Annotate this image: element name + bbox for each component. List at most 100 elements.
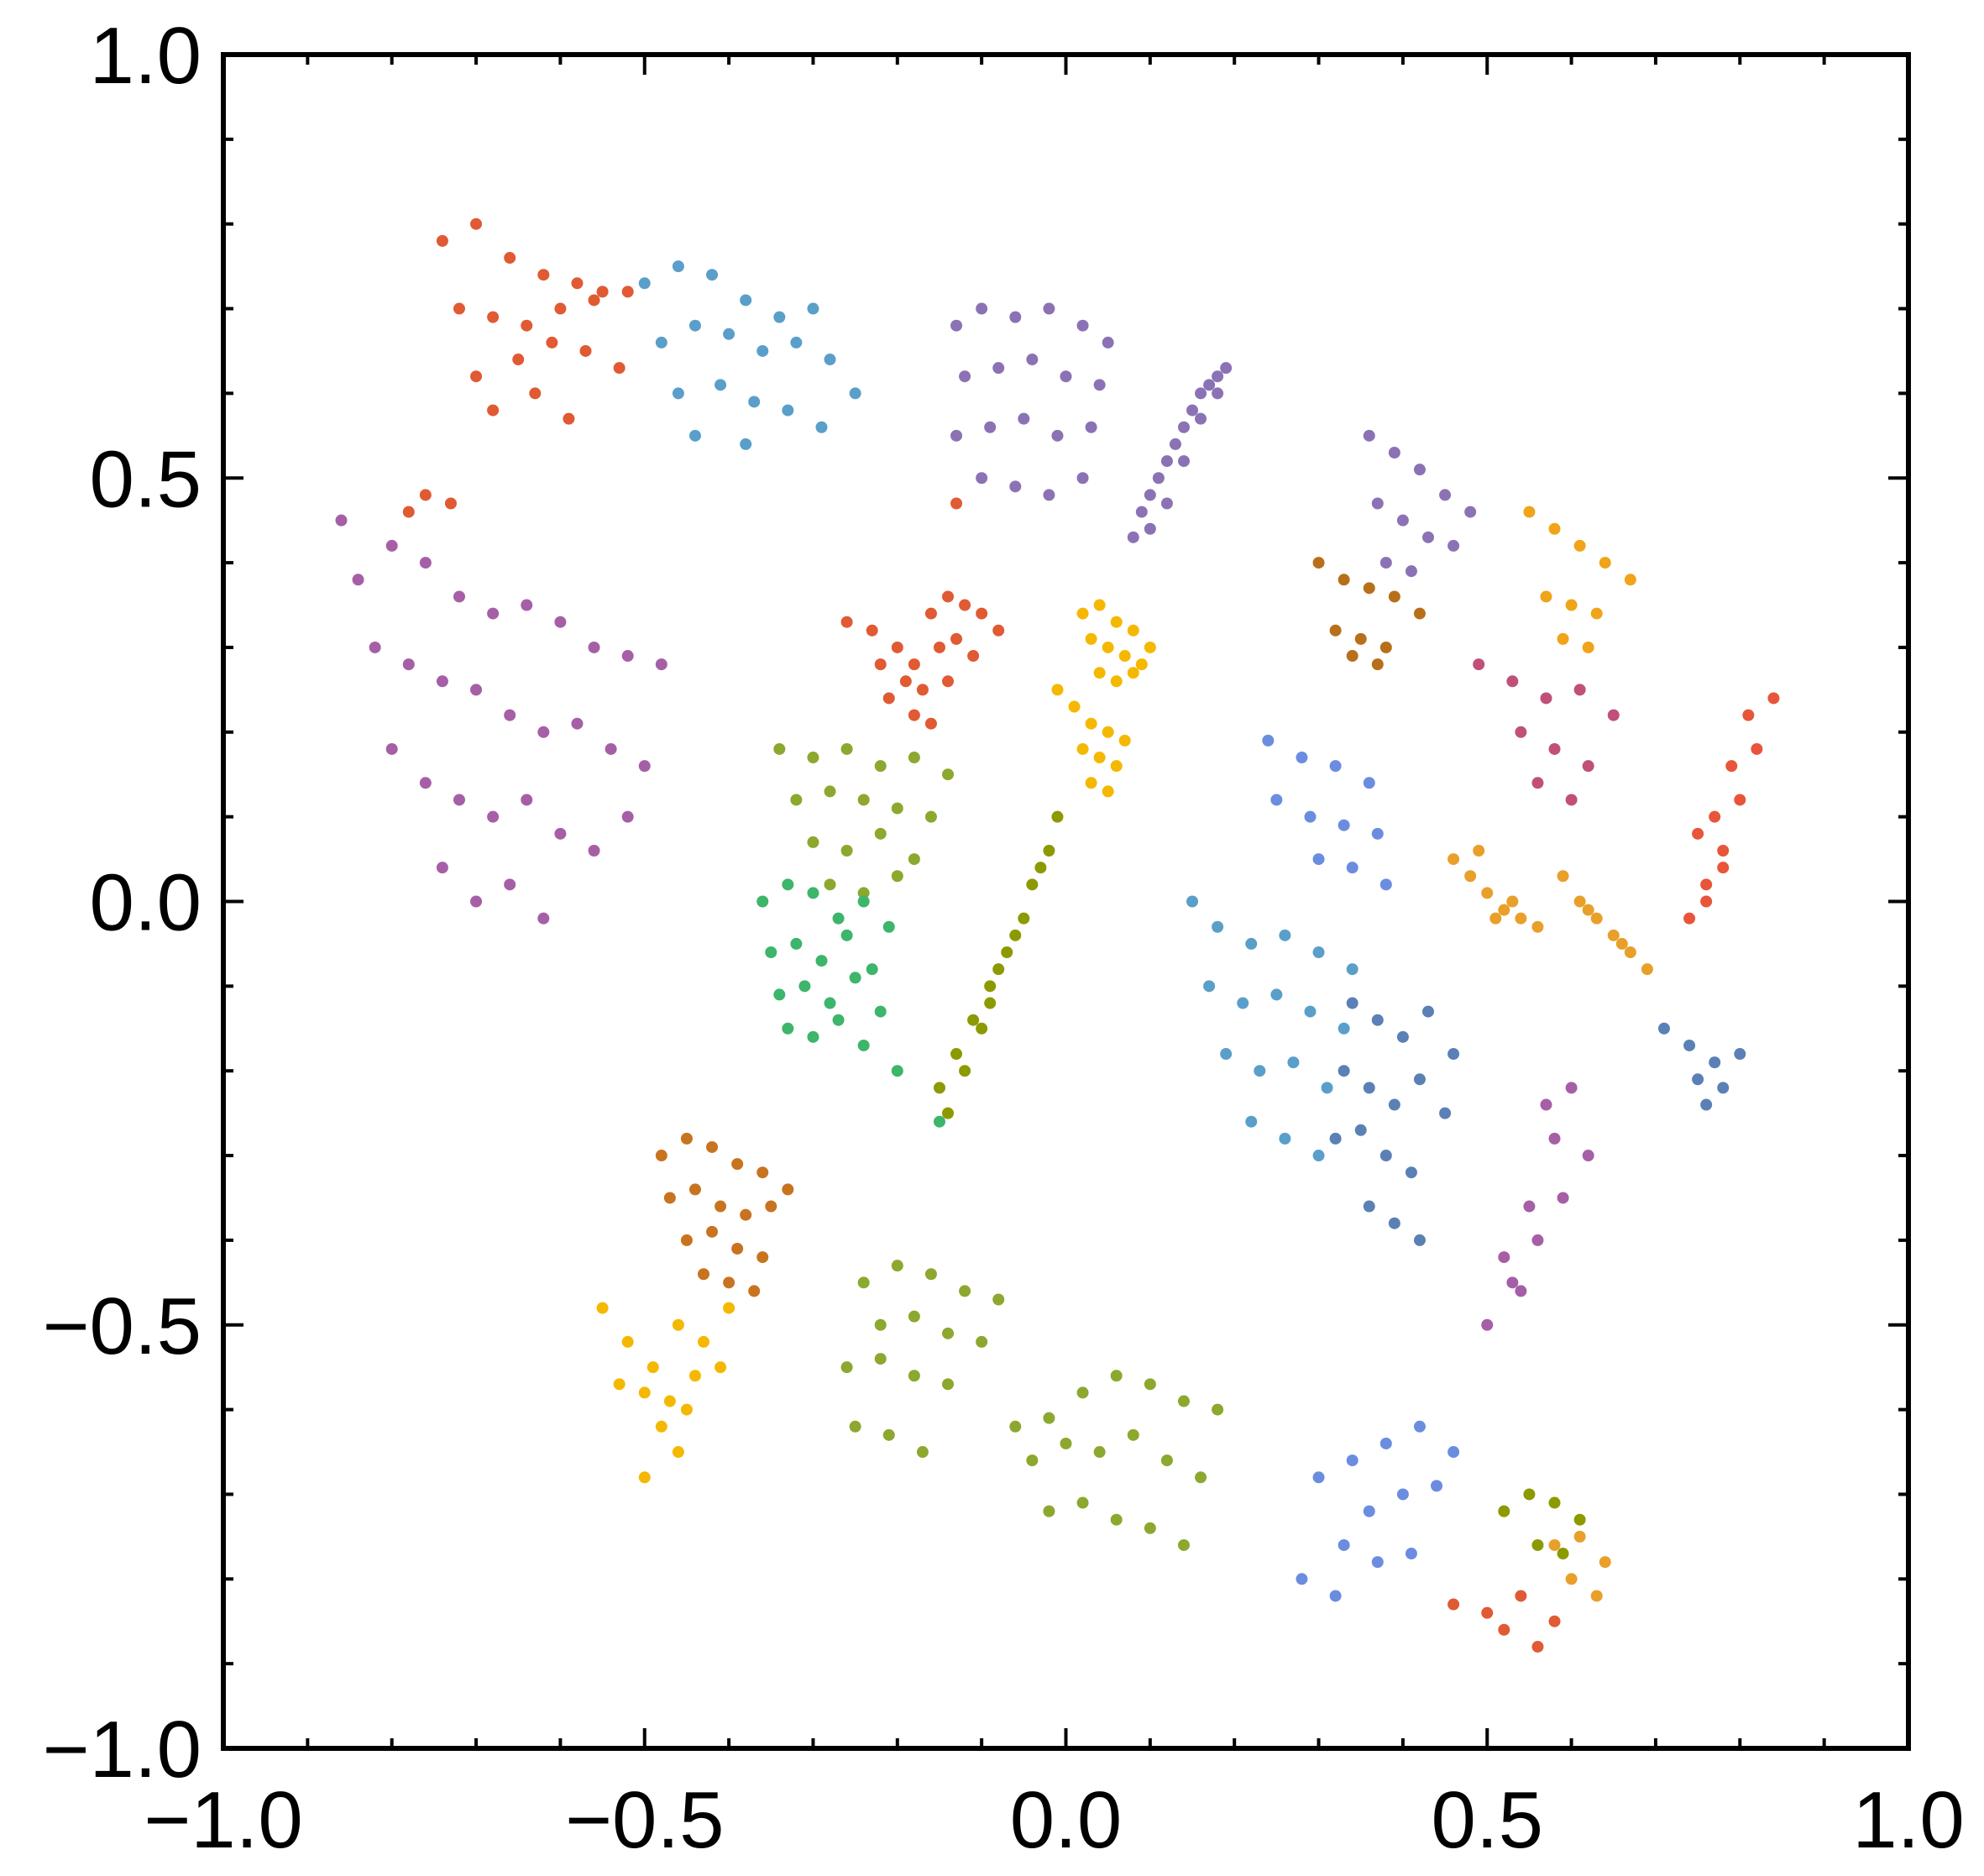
- data-point: [1531, 777, 1544, 789]
- data-point: [1582, 760, 1594, 773]
- data-point: [992, 1293, 1005, 1306]
- data-point: [1396, 1488, 1409, 1501]
- y-tick-label: 0.0: [90, 858, 202, 948]
- data-point: [621, 286, 634, 298]
- data-point: [1523, 506, 1536, 518]
- data-point: [655, 1420, 667, 1433]
- data-point: [1599, 557, 1611, 569]
- data-point: [976, 1022, 988, 1035]
- data-point: [655, 1150, 667, 1162]
- data-point: [1337, 574, 1350, 586]
- data-point: [976, 1335, 988, 1348]
- data-point: [579, 344, 592, 357]
- data-point: [1354, 1124, 1367, 1136]
- data-point: [1557, 1192, 1569, 1204]
- data-point: [1043, 489, 1055, 501]
- data-point: [840, 929, 853, 941]
- data-point: [1590, 1590, 1603, 1602]
- data-point: [537, 269, 550, 281]
- data-point: [1531, 1234, 1544, 1246]
- data-point: [798, 980, 811, 993]
- data-point: [773, 311, 786, 323]
- data-point: [1573, 895, 1586, 908]
- data-point: [715, 379, 727, 391]
- data-point: [1379, 557, 1392, 569]
- data-point: [782, 1183, 794, 1196]
- data-point: [874, 1005, 887, 1018]
- data-point: [1354, 632, 1367, 645]
- data-point: [1329, 1132, 1342, 1145]
- data-point: [554, 302, 567, 315]
- data-point: [1751, 742, 1763, 755]
- data-point: [1523, 1200, 1536, 1213]
- data-point: [647, 1361, 659, 1374]
- data-point: [1076, 1386, 1089, 1399]
- data-point: [1337, 1538, 1350, 1551]
- data-point: [832, 1014, 845, 1026]
- data-point: [748, 396, 761, 408]
- data-point: [1329, 760, 1342, 773]
- data-point: [680, 1234, 693, 1246]
- data-point: [453, 794, 465, 806]
- data-point: [1363, 582, 1375, 595]
- data-point: [1212, 370, 1224, 383]
- y-axis-tick-labels: −1.0 −0.5 0.0 0.5 1.0: [42, 11, 202, 1795]
- data-point: [588, 294, 600, 307]
- data-point: [1270, 794, 1283, 806]
- data-point: [605, 742, 617, 755]
- data-point: [1043, 1412, 1055, 1424]
- data-point: [1447, 853, 1460, 866]
- data-point: [1051, 684, 1064, 696]
- data-point: [1144, 1378, 1156, 1391]
- data-point: [1447, 1048, 1460, 1061]
- data-point: [715, 1200, 727, 1213]
- x-tick-label: −1.0: [144, 1775, 303, 1865]
- data-point: [1312, 1150, 1325, 1162]
- data-point: [1371, 497, 1384, 510]
- data-point: [1540, 692, 1552, 705]
- data-point: [706, 1140, 719, 1153]
- data-point: [790, 794, 803, 806]
- data-point: [1304, 810, 1317, 823]
- data-point: [655, 658, 667, 671]
- data-point: [1051, 429, 1064, 442]
- data-point: [1363, 777, 1375, 789]
- data-point: [1531, 1538, 1544, 1551]
- data-point: [1177, 1538, 1190, 1551]
- data-point: [1346, 963, 1358, 976]
- data-point: [1009, 480, 1022, 493]
- data-point: [807, 1030, 819, 1043]
- data-point: [1498, 1251, 1510, 1264]
- data-point: [1127, 1428, 1139, 1441]
- data-point: [1523, 1488, 1536, 1501]
- data-point: [908, 1310, 920, 1323]
- data-point: [1464, 870, 1477, 883]
- data-point: [1321, 1082, 1333, 1094]
- data-point: [874, 658, 887, 671]
- data-point: [470, 895, 483, 908]
- data-point: [1615, 937, 1628, 950]
- data-point: [1195, 412, 1207, 425]
- data-point: [1413, 1234, 1426, 1246]
- data-point: [1068, 700, 1081, 713]
- data-point: [588, 844, 600, 857]
- data-point: [1717, 1082, 1730, 1094]
- data-point: [857, 1039, 870, 1051]
- data-point: [1160, 1454, 1173, 1467]
- data-point: [832, 912, 845, 925]
- data-point: [1498, 904, 1510, 916]
- data-point: [402, 658, 415, 671]
- data-point: [613, 362, 626, 375]
- data-point: [554, 827, 567, 840]
- data-point: [1363, 1082, 1375, 1094]
- data-point: [1043, 302, 1055, 315]
- data-point: [1725, 760, 1738, 773]
- data-point: [1085, 777, 1097, 789]
- data-point: [908, 1370, 920, 1382]
- data-point: [1767, 692, 1780, 705]
- data-point: [1405, 1166, 1417, 1179]
- data-point: [1076, 472, 1089, 485]
- data-point: [1498, 1505, 1510, 1517]
- data-point: [1405, 565, 1417, 578]
- data-point: [807, 302, 819, 315]
